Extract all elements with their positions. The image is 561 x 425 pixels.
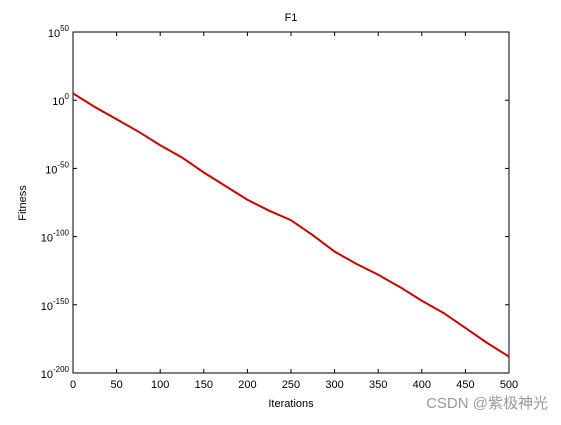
y-tick-label: 10-150 (41, 297, 70, 313)
x-axis-label: Iterations (268, 398, 314, 410)
tick-exponent: -100 (53, 229, 70, 238)
y-axis-label: Fitness (17, 185, 29, 221)
tick-exponent: -200 (53, 365, 70, 374)
tick-exponent: -50 (57, 160, 69, 169)
x-tick-label: 100 (151, 379, 169, 391)
y-tick-label: 10-200 (41, 365, 70, 381)
x-tick-label: 450 (456, 379, 474, 391)
y-tick-label: 10-100 (41, 229, 70, 245)
tick-exponent: 0 (65, 92, 70, 101)
x-tick-label: 200 (238, 379, 256, 391)
tick-base: 10 (41, 369, 53, 381)
tick-base: 10 (41, 301, 53, 313)
chart-title: F1 (285, 12, 298, 24)
x-tick-label: 500 (500, 379, 518, 391)
data-line (72, 92, 510, 358)
x-tick-label: 50 (110, 379, 122, 391)
x-tick-label: 250 (282, 379, 300, 391)
y-tick-label: 100 (52, 92, 69, 108)
tick-base: 10 (41, 233, 53, 245)
tick-exponent: -150 (53, 297, 70, 306)
x-tick-label: 150 (195, 379, 213, 391)
x-tick-label: 400 (413, 379, 431, 391)
watermark: CSDN @紫极神光 (426, 395, 548, 412)
x-tick-label: 300 (325, 379, 343, 391)
x-tick-label: 0 (70, 379, 76, 391)
y-tick-label: 1050 (48, 24, 70, 40)
y-tick-label: 10-50 (45, 160, 69, 176)
tick-exponent: 50 (60, 24, 69, 33)
tick-base: 10 (52, 96, 64, 108)
plot-area (72, 31, 510, 374)
x-tick-label: 350 (369, 379, 387, 391)
tick-base: 10 (45, 164, 57, 176)
tick-base: 10 (48, 28, 60, 40)
